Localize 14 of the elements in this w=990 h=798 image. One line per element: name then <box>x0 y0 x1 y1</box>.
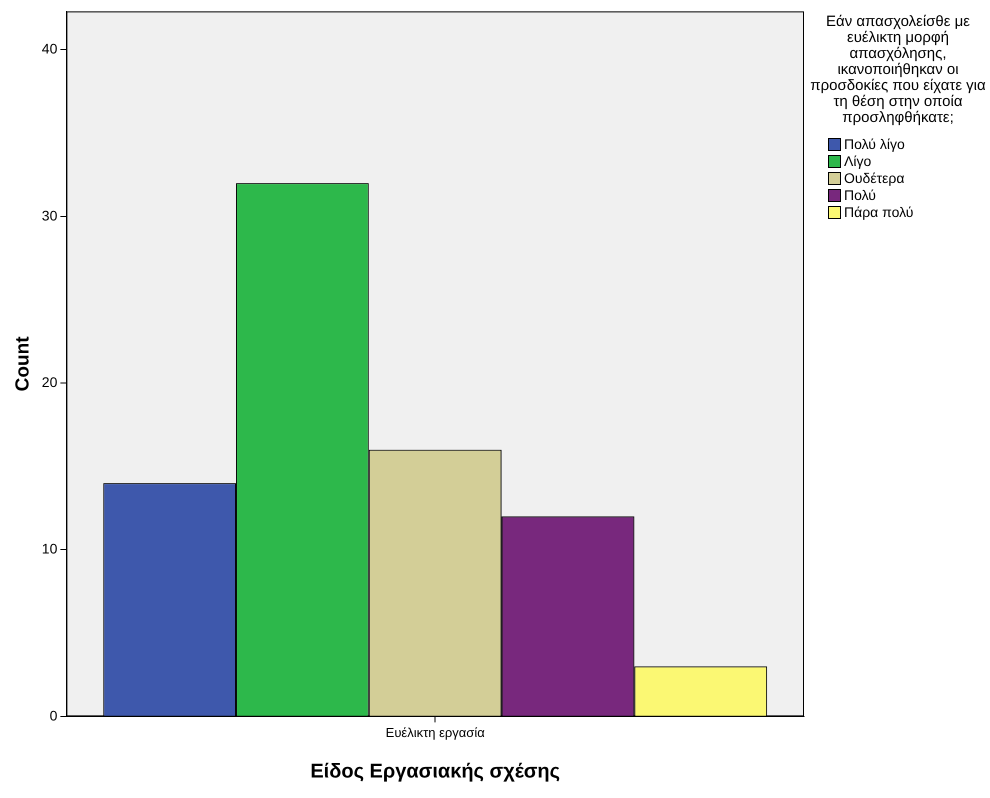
legend-label: Λίγο <box>844 153 872 170</box>
legend-label: Ουδέτερα <box>844 170 904 187</box>
y-tick-label: 40 <box>42 40 58 57</box>
x-tick-label: Ευέλικτη εργασία <box>386 724 486 740</box>
legend-label: Πάρα πολύ <box>844 204 914 221</box>
x-axis-title: Είδος Εργασιακής σχέσης <box>310 760 560 783</box>
y-tick-label: 0 <box>50 707 58 724</box>
legend-title: Εάν απασχολείσθε με ευέλικτη μορφή απασχόλησης, ικανοποιήθηκαν οι προσδοκίες που είχατε για τη θέση στην οποία προσληφθήκατε; <box>809 13 987 126</box>
legend-label: Πολύ λίγο <box>844 136 905 153</box>
y-tick-label: 20 <box>42 374 58 390</box>
legend-label: Πολύ <box>844 187 876 204</box>
y-tick-label: 10 <box>42 540 58 557</box>
y-axis-title: Count <box>12 336 34 392</box>
y-tick-label: 30 <box>42 207 58 224</box>
